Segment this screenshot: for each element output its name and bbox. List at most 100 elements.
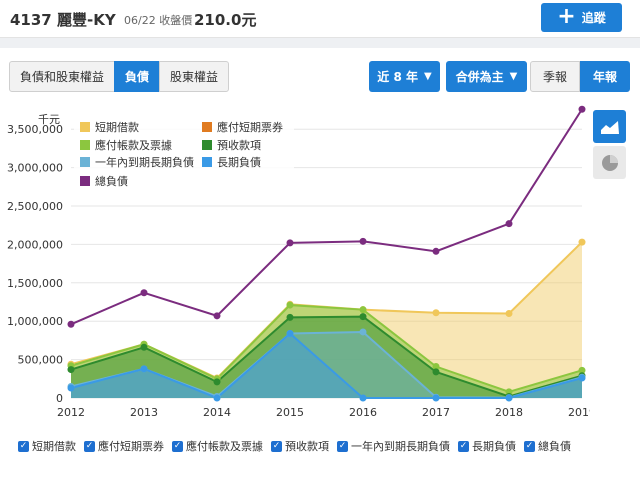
series-line-advance_receipts <box>70 315 583 398</box>
y-tick-label: 1,000,000 <box>7 315 63 328</box>
data-point-total[interactable] <box>140 289 148 297</box>
data-point-short_term_loans[interactable] <box>578 238 586 246</box>
y-tick-label: 0 <box>56 392 63 405</box>
data-point-long_term_debt[interactable] <box>213 394 221 402</box>
legend-label-advance_receipts[interactable]: 預收款項 <box>217 138 261 152</box>
data-point-accounts_payable[interactable] <box>359 306 367 314</box>
follow-label: 追蹤 <box>581 11 606 25</box>
series-checkbox[interactable]: ✓ 長期負債 <box>458 435 516 459</box>
close-price: 210.0元 <box>194 11 257 29</box>
data-point-advance_receipts[interactable] <box>432 368 440 376</box>
follow-button[interactable]: + 追蹤 <box>541 3 622 32</box>
y-tick-label: 3,000,000 <box>7 162 63 175</box>
data-point-long_term_debt[interactable] <box>505 394 513 402</box>
data-point-total[interactable] <box>505 220 513 228</box>
x-tick-label: 2012 <box>57 406 85 419</box>
data-point-accounts_payable[interactable] <box>432 363 440 371</box>
area-chart-button[interactable] <box>593 110 626 143</box>
data-point-total[interactable] <box>213 312 221 320</box>
data-point-total[interactable] <box>67 320 75 328</box>
data-point-advance_receipts[interactable] <box>359 313 367 321</box>
header-bar: 4137 麗豐-KY 06/22 收盤價 210.0元 + 追蹤 <box>0 0 640 38</box>
divider-band <box>0 38 640 48</box>
basis-dropdown[interactable]: 合併為主 ▼ <box>446 61 527 92</box>
series-checkbox-label: 長期負債 <box>472 439 516 453</box>
data-point-advance_receipts[interactable] <box>286 313 294 321</box>
pie-chart-button[interactable] <box>593 146 626 179</box>
stock-name: 4137 麗豐-KY <box>10 11 116 29</box>
checkbox-checked-icon[interactable]: ✓ <box>271 441 282 452</box>
quarterly-button[interactable]: 季報 <box>530 61 581 92</box>
tab-equity[interactable]: 股東權益 <box>159 61 230 92</box>
series-checkbox[interactable]: ✓ 一年內到期長期負債 <box>337 435 450 459</box>
close-date-label: 06/22 收盤價 <box>124 14 193 27</box>
data-point-long_term_debt[interactable] <box>432 394 440 402</box>
series-line-total <box>70 108 583 326</box>
legend-label-current_long_term[interactable]: 一年內到期長期負債 <box>95 155 194 169</box>
legend-label-commercial_paper[interactable]: 應付短期票券 <box>217 120 283 134</box>
series-checkbox-label: 應付帳款及票據 <box>186 439 263 453</box>
series-checkbox[interactable]: ✓ 應付短期票券 <box>84 435 164 459</box>
pie-chart-icon <box>601 154 618 171</box>
series-checkboxes: ✓ 短期借款 ✓ 應付短期票券 ✓ 應付帳款及票據 ✓ 預收款項 ✓ 一年內到期長期負債 ✓ 長期負債… <box>18 433 630 459</box>
legend-swatch-advance_receipts <box>202 140 212 150</box>
series-checkbox-label: 應付短期票券 <box>98 439 164 453</box>
series-line-long_term_debt <box>70 332 583 400</box>
data-point-short_term_loans[interactable] <box>505 310 513 318</box>
legend-swatch-total <box>80 176 90 186</box>
checkbox-checked-icon[interactable]: ✓ <box>337 441 348 452</box>
tab-liabilities-and-equity[interactable]: 負債和股東權益 <box>9 61 116 92</box>
legend-label-short_term_loans[interactable]: 短期借款 <box>95 120 139 134</box>
series-area-advance_receipts <box>71 316 582 398</box>
checkbox-checked-icon[interactable]: ✓ <box>458 441 469 452</box>
data-point-total[interactable] <box>286 239 294 247</box>
data-point-total[interactable] <box>432 247 440 255</box>
data-point-advance_receipts[interactable] <box>140 343 148 351</box>
legend-box <box>74 116 294 204</box>
chevron-down-icon: ▼ <box>509 71 518 82</box>
series-checkbox-label: 總負債 <box>538 439 571 453</box>
checkbox-checked-icon[interactable]: ✓ <box>172 441 183 452</box>
years-dropdown[interactable]: 近 8 年 ▼ <box>369 61 440 92</box>
legend-swatch-short_term_loans <box>80 122 90 132</box>
data-point-short_term_loans[interactable] <box>432 309 440 317</box>
data-point-advance_receipts[interactable] <box>213 378 221 386</box>
data-point-long_term_debt[interactable] <box>67 384 75 392</box>
checkbox-checked-icon[interactable]: ✓ <box>18 441 29 452</box>
series-checkbox[interactable]: ✓ 應付帳款及票據 <box>172 435 263 459</box>
data-point-total[interactable] <box>359 237 367 245</box>
x-tick-label: 2019 <box>568 406 590 419</box>
checkbox-checked-icon[interactable]: ✓ <box>84 441 95 452</box>
tab-liabilities[interactable]: 負債 <box>114 61 161 92</box>
legend-label-accounts_payable[interactable]: 應付帳款及票據 <box>95 138 172 152</box>
basis-label: 合併為主 <box>455 70 504 84</box>
checkbox-checked-icon[interactable]: ✓ <box>524 441 535 452</box>
data-point-long_term_debt[interactable] <box>578 374 586 382</box>
series-checkbox[interactable]: ✓ 預收款項 <box>271 435 329 459</box>
data-point-long_term_debt[interactable] <box>140 365 148 373</box>
data-point-current_long_term[interactable] <box>359 328 367 336</box>
series-checkbox-label: 短期借款 <box>32 439 76 453</box>
annual-button[interactable]: 年報 <box>580 61 631 92</box>
series-checkbox-label: 預收款項 <box>285 439 329 453</box>
data-point-long_term_debt[interactable] <box>286 329 294 337</box>
series-line-accounts_payable <box>70 304 583 393</box>
y-tick-label: 2,500,000 <box>7 200 63 213</box>
data-point-accounts_payable[interactable] <box>578 366 586 374</box>
data-point-accounts_payable[interactable] <box>286 301 294 309</box>
series-checkbox[interactable]: ✓ 總負債 <box>524 435 571 459</box>
y-tick-label: 2,000,000 <box>7 238 63 251</box>
series-checkbox[interactable]: ✓ 短期借款 <box>18 435 76 459</box>
liabilities-area-chart: 0 500,000 1,000,000 1,500,000 2,000,000 2,500… <box>7 105 590 419</box>
legend-label-total[interactable]: 總負債 <box>95 174 128 188</box>
data-point-long_term_debt[interactable] <box>359 394 367 402</box>
period-toggle: 季報 年報 <box>530 61 631 92</box>
x-tick-label: 2016 <box>349 406 377 419</box>
data-point-advance_receipts[interactable] <box>67 366 75 374</box>
y-tick-label: 1,500,000 <box>7 277 63 290</box>
data-point-total[interactable] <box>578 105 586 113</box>
legend-swatch-accounts_payable <box>80 140 90 150</box>
series-checkbox-label: 一年內到期長期負債 <box>351 439 450 453</box>
legend-swatch-long_term_debt <box>202 157 212 167</box>
legend-label-long_term_debt[interactable]: 長期負債 <box>217 155 261 169</box>
